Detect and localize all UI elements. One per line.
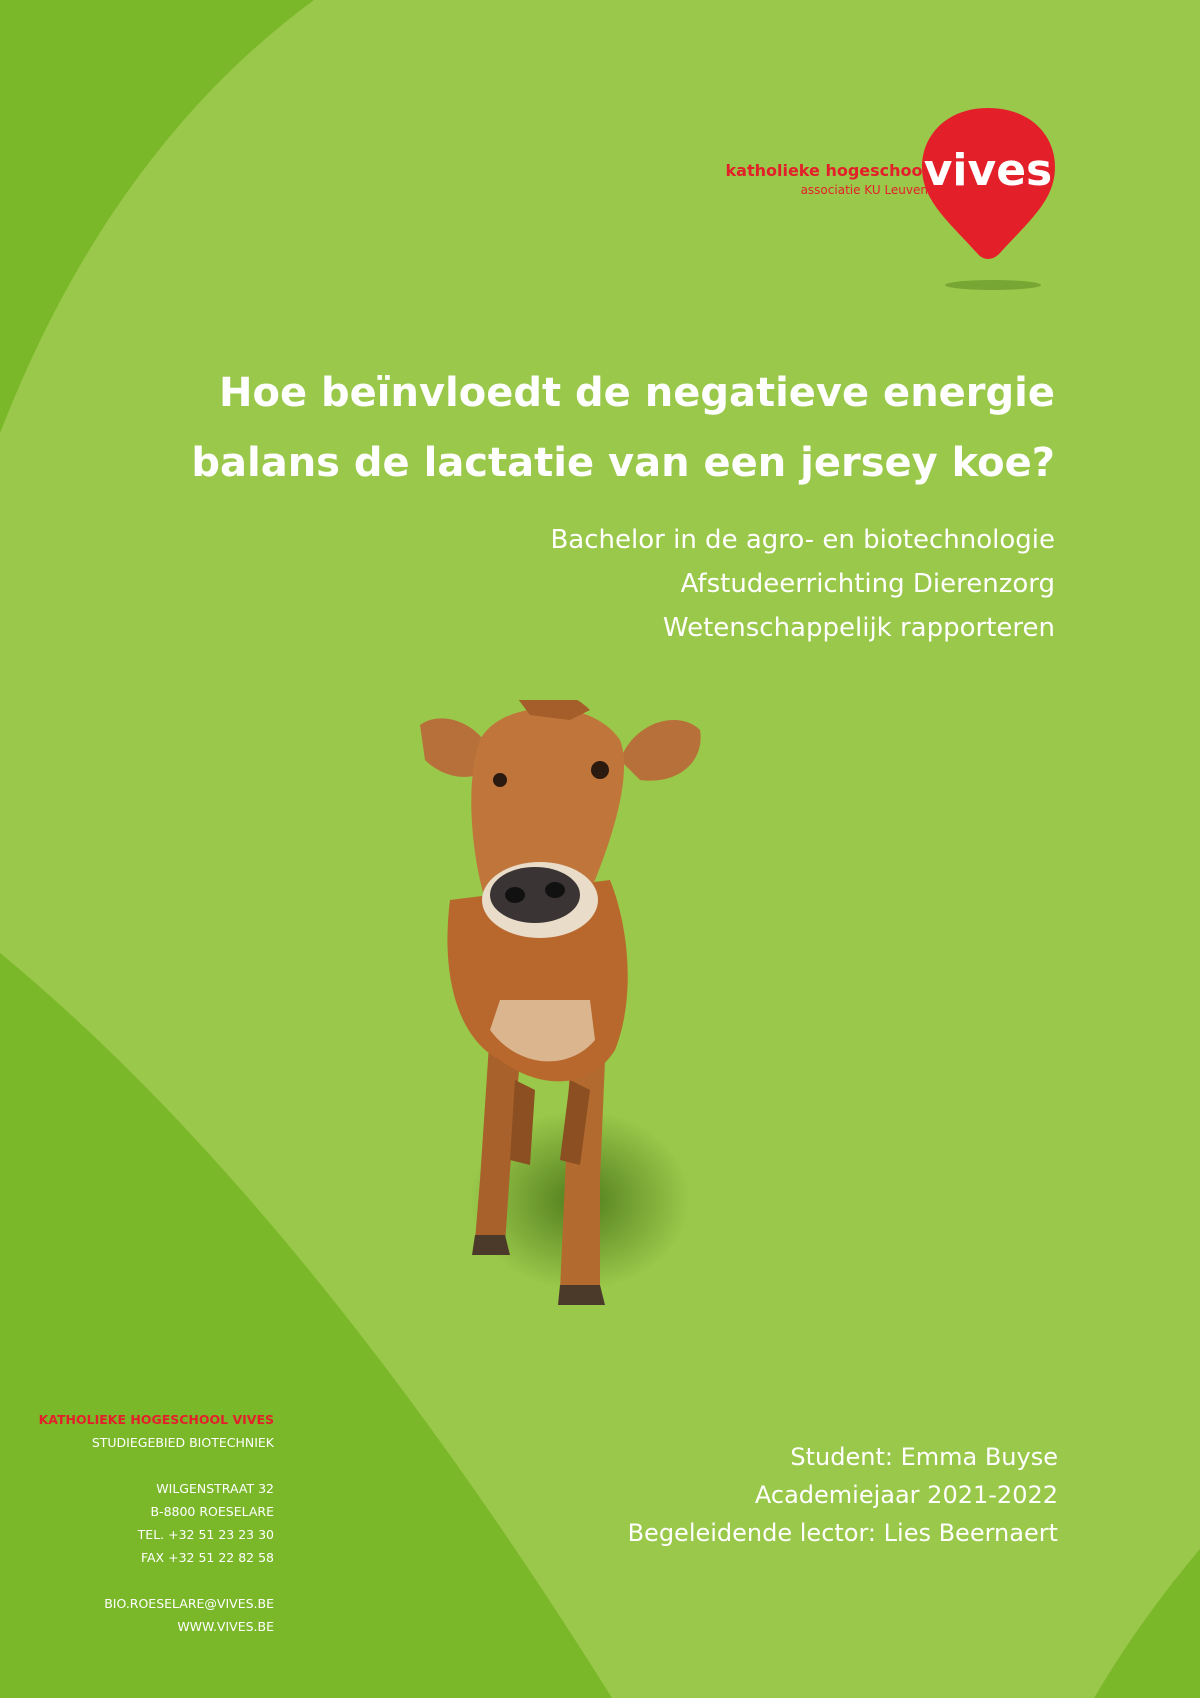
academic-year: Academiejaar 2021-2022 bbox=[754, 1481, 1058, 1509]
telephone: TEL. +32 51 23 23 30 bbox=[137, 1527, 274, 1542]
vives-logo: katholieke hogeschool associatie KU Leuv… bbox=[720, 105, 1060, 295]
email-link[interactable]: BIO.ROESELARE@VIVES.BE bbox=[104, 1596, 274, 1611]
title-line-2: balans de lactatie van een jersey koe? bbox=[191, 440, 1055, 486]
supervisor: Begeleidende lector: Lies Beernaert bbox=[627, 1519, 1058, 1547]
subtitle-specialization: Afstudeerrichting Dierenzorg bbox=[680, 569, 1055, 599]
vives-pin-icon: vives bbox=[922, 108, 1055, 290]
institution-name: KATHOLIEKE HOGESCHOOL VIVES bbox=[38, 1412, 274, 1427]
website-link[interactable]: WWW.VIVES.BE bbox=[177, 1619, 274, 1634]
subtitles: Bachelor in de agro- en biotechnologie A… bbox=[255, 518, 1055, 650]
department: STUDIEGEBIED BIOTECHNIEK bbox=[91, 1435, 274, 1450]
document-title: Hoe beïnvloedt de negatieve energie bala… bbox=[155, 358, 1055, 498]
subtitle-program: Bachelor in de agro- en biotechnologie bbox=[550, 525, 1055, 555]
logo-wordmark: vives bbox=[924, 145, 1052, 196]
student-info: Student: Emma Buyse Academiejaar 2021-20… bbox=[258, 1438, 1058, 1552]
logo-line-1: katholieke hogeschool bbox=[725, 161, 928, 180]
logo-line-2: associatie KU Leuven bbox=[800, 183, 928, 197]
subtitle-course: Wetenschappelijk rapporteren bbox=[662, 613, 1055, 643]
fax: FAX +32 51 22 82 58 bbox=[140, 1550, 274, 1565]
address-block: KATHOLIEKE HOGESCHOOL VIVES STUDIEGEBIED… bbox=[20, 1408, 274, 1638]
street: WILGENSTRAAT 32 bbox=[156, 1481, 274, 1496]
title-line-1: Hoe beïnvloedt de negatieve energie bbox=[219, 370, 1055, 416]
student-name: Student: Emma Buyse bbox=[790, 1443, 1058, 1471]
cow-image bbox=[420, 700, 701, 1305]
city: B-8800 ROESELARE bbox=[150, 1504, 274, 1519]
